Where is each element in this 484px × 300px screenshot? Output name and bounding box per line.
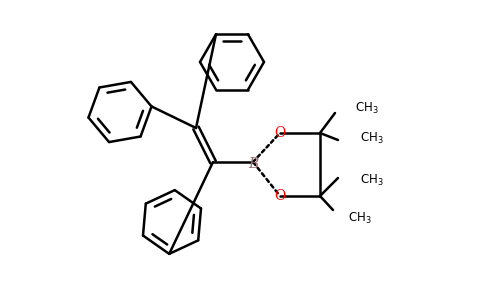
Text: CH$_3$: CH$_3$ <box>360 130 384 146</box>
Text: O: O <box>274 189 286 203</box>
Text: CH$_3$: CH$_3$ <box>355 100 378 116</box>
Text: CH$_3$: CH$_3$ <box>348 211 372 226</box>
Text: CH$_3$: CH$_3$ <box>360 172 384 188</box>
Text: B: B <box>248 157 258 171</box>
Text: O: O <box>274 126 286 140</box>
